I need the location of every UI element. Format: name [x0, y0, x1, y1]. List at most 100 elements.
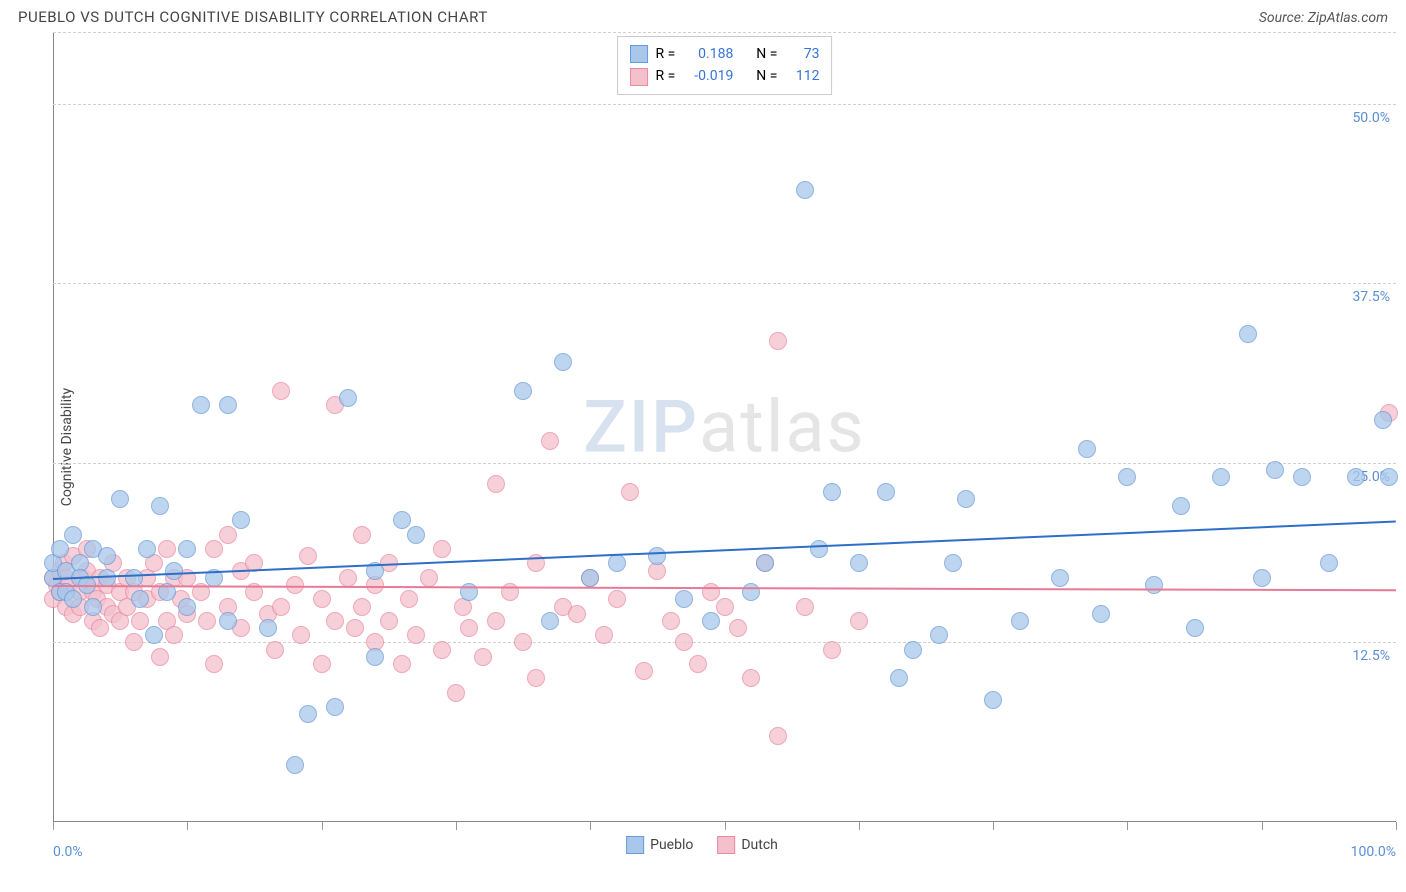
- scatter-point-pueblo: [192, 396, 210, 414]
- scatter-point-pueblo: [675, 590, 693, 608]
- plot-area: ZIPatlas R = 0.188 N = 73 R = -0.019 N =…: [53, 32, 1396, 822]
- scatter-point-pueblo: [125, 569, 143, 587]
- scatter-point-dutch: [487, 475, 505, 493]
- scatter-point-pueblo: [1374, 411, 1392, 429]
- scatter-point-pueblo: [64, 526, 82, 544]
- r-label: R =: [656, 43, 676, 65]
- stats-row-pueblo: R = 0.188 N = 73: [630, 43, 820, 65]
- scatter-point-dutch: [313, 590, 331, 608]
- scatter-point-dutch: [165, 626, 183, 644]
- scatter-point-pueblo: [810, 540, 828, 558]
- scatter-point-dutch: [769, 727, 787, 745]
- scatter-point-dutch: [716, 598, 734, 616]
- source-attribution: Source: ZipAtlas.com: [1259, 10, 1388, 26]
- scatter-point-pueblo: [393, 511, 411, 529]
- x-tick: [859, 822, 860, 830]
- scatter-point-dutch: [205, 540, 223, 558]
- x-tick: [1262, 822, 1263, 830]
- scatter-point-pueblo: [286, 756, 304, 774]
- scatter-point-dutch: [353, 526, 371, 544]
- x-tick: [725, 822, 726, 830]
- watermark: ZIPatlas: [583, 385, 865, 470]
- legend-item-pueblo: Pueblo: [626, 836, 693, 854]
- n-value-pueblo: 73: [785, 43, 819, 65]
- scatter-point-pueblo: [1347, 468, 1365, 486]
- scatter-point-dutch: [266, 641, 284, 659]
- scatter-point-pueblo: [904, 641, 922, 659]
- scatter-point-dutch: [568, 605, 586, 623]
- grid-line: [53, 463, 1396, 464]
- scatter-point-pueblo: [608, 554, 626, 572]
- scatter-point-dutch: [474, 648, 492, 666]
- scatter-point-pueblo: [1293, 468, 1311, 486]
- chart-title: PUEBLO VS DUTCH COGNITIVE DISABILITY COR…: [18, 8, 488, 26]
- y-tick-label: 37.5%: [1352, 289, 1390, 305]
- scatter-point-pueblo: [138, 540, 156, 558]
- scatter-point-pueblo: [326, 698, 344, 716]
- x-tick: [590, 822, 591, 830]
- scatter-point-pueblo: [165, 562, 183, 580]
- scatter-point-dutch: [608, 590, 626, 608]
- scatter-point-dutch: [346, 619, 364, 637]
- grid-line: [53, 32, 1396, 33]
- scatter-point-dutch: [299, 547, 317, 565]
- scatter-point-dutch: [420, 569, 438, 587]
- scatter-point-dutch: [595, 626, 613, 644]
- series-legend: Pueblo Dutch: [626, 836, 778, 854]
- scatter-point-pueblo: [178, 598, 196, 616]
- scatter-point-pueblo: [145, 626, 163, 644]
- scatter-point-pueblo: [1078, 440, 1096, 458]
- scatter-point-dutch: [219, 526, 237, 544]
- scatter-point-pueblo: [64, 590, 82, 608]
- scatter-point-pueblo: [930, 626, 948, 644]
- y-axis-line: [53, 32, 54, 822]
- scatter-point-pueblo: [796, 181, 814, 199]
- scatter-point-pueblo: [957, 490, 975, 508]
- legend-item-dutch: Dutch: [717, 836, 778, 854]
- scatter-point-pueblo: [850, 554, 868, 572]
- scatter-point-pueblo: [1186, 619, 1204, 637]
- x-min-label: 0.0%: [53, 844, 83, 860]
- scatter-point-pueblo: [1092, 605, 1110, 623]
- n-label: N =: [756, 43, 777, 65]
- n-value-dutch: 112: [785, 65, 819, 87]
- x-tick: [1396, 822, 1397, 830]
- scatter-point-dutch: [514, 633, 532, 651]
- r-value-dutch: -0.019: [683, 65, 733, 87]
- scatter-point-dutch: [380, 612, 398, 630]
- x-tick: [993, 822, 994, 830]
- scatter-point-pueblo: [1266, 461, 1284, 479]
- y-tick-label: 50.0%: [1352, 110, 1390, 126]
- scatter-point-dutch: [635, 662, 653, 680]
- scatter-point-dutch: [796, 598, 814, 616]
- scatter-point-dutch: [729, 619, 747, 637]
- scatter-point-pueblo: [1239, 325, 1257, 343]
- scatter-point-pueblo: [366, 648, 384, 666]
- scatter-point-dutch: [662, 612, 680, 630]
- swatch-pueblo: [626, 836, 644, 854]
- scatter-point-pueblo: [84, 598, 102, 616]
- watermark-zip: ZIP: [583, 385, 699, 470]
- scatter-point-dutch: [326, 612, 344, 630]
- scatter-point-pueblo: [1253, 569, 1271, 587]
- r-value-pueblo: 0.188: [683, 43, 733, 65]
- scatter-point-dutch: [433, 641, 451, 659]
- scatter-point-dutch: [541, 432, 559, 450]
- x-max-label: 100.0%: [1351, 844, 1396, 860]
- scatter-point-pueblo: [1212, 468, 1230, 486]
- scatter-point-dutch: [447, 684, 465, 702]
- scatter-point-dutch: [621, 483, 639, 501]
- scatter-point-pueblo: [219, 396, 237, 414]
- scatter-point-pueblo: [581, 569, 599, 587]
- stats-legend: R = 0.188 N = 73 R = -0.019 N = 112: [617, 36, 833, 95]
- x-tick: [322, 822, 323, 830]
- scatter-point-dutch: [125, 633, 143, 651]
- scatter-point-pueblo: [514, 382, 532, 400]
- legend-label-dutch: Dutch: [741, 837, 778, 853]
- scatter-point-pueblo: [877, 483, 895, 501]
- scatter-point-dutch: [742, 669, 760, 687]
- scatter-point-dutch: [151, 648, 169, 666]
- scatter-point-dutch: [272, 598, 290, 616]
- scatter-point-dutch: [339, 569, 357, 587]
- scatter-point-dutch: [850, 612, 868, 630]
